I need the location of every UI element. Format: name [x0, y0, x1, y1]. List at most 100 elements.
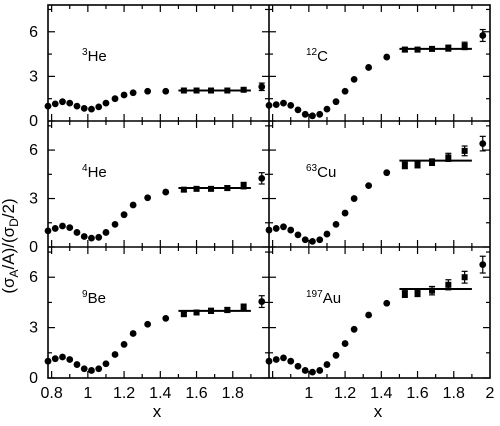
data-point	[144, 87, 152, 95]
y-tick-label: 0	[29, 239, 38, 256]
x-tick-label: 1.2	[334, 385, 356, 402]
data-marks	[44, 28, 487, 376]
data-point	[129, 89, 137, 97]
x-tick-label: 1.4	[149, 385, 171, 402]
data-point	[265, 101, 273, 109]
data-point	[316, 110, 324, 118]
data-point	[309, 368, 316, 376]
data-point	[301, 236, 309, 244]
data-point	[272, 356, 280, 363]
data-point	[111, 95, 119, 103]
mass-number: 197	[306, 289, 323, 300]
data-point	[102, 99, 110, 107]
mass-number: 3	[82, 47, 88, 58]
y-tick-label: 3	[29, 68, 38, 85]
data-point	[365, 182, 373, 190]
x-tick-label: 1.6	[185, 385, 207, 402]
data-point	[461, 147, 468, 154]
data-point	[193, 309, 200, 316]
element-symbol: Cu	[317, 164, 336, 181]
data-point	[414, 290, 421, 297]
data-point	[224, 306, 231, 313]
y-tick-label: 3	[29, 320, 38, 337]
data-point	[193, 185, 200, 192]
data-point	[208, 307, 215, 314]
data-point	[180, 186, 187, 193]
data-point	[445, 154, 452, 161]
data-point	[309, 112, 316, 120]
data-point	[316, 367, 324, 374]
data-point	[144, 320, 152, 328]
x-tick-label: 0.8	[40, 385, 62, 402]
data-point	[258, 83, 266, 91]
data-point	[129, 201, 137, 209]
data-point	[80, 365, 88, 373]
data-point	[66, 356, 74, 363]
panel-frames	[47, 4, 491, 379]
data-point	[224, 185, 231, 192]
data-point	[479, 32, 487, 39]
data-point	[258, 174, 266, 182]
element-symbol: Be	[88, 290, 106, 307]
panel-label-12C: 12C	[306, 47, 328, 65]
data-point	[180, 311, 187, 318]
element-symbol: He	[88, 48, 107, 65]
data-point	[332, 98, 340, 106]
data-point	[272, 101, 280, 109]
element-symbol: He	[88, 164, 107, 181]
data-point	[208, 185, 215, 192]
y-tick-label: 0	[29, 113, 38, 130]
data-point	[224, 87, 231, 94]
x-tick-label: 1.6	[406, 385, 428, 402]
data-point	[144, 194, 152, 202]
element-symbol: C	[317, 48, 328, 65]
mass-number: 63	[306, 163, 318, 174]
data-point	[287, 357, 295, 365]
data-point	[316, 236, 324, 244]
data-point	[240, 304, 247, 311]
data-point	[44, 102, 52, 110]
x-tick-label: 1.8	[222, 385, 244, 402]
data-point	[80, 104, 88, 112]
data-point	[479, 140, 487, 148]
data-point	[88, 367, 95, 374]
data-point	[429, 45, 436, 52]
data-point	[350, 325, 358, 333]
x-axis-label-left: x	[153, 402, 162, 421]
data-point	[59, 222, 66, 230]
y-tick-label: 3	[29, 191, 38, 208]
y-tick-label: 6	[29, 24, 38, 41]
mass-number: 12	[306, 47, 318, 58]
data-point	[111, 220, 119, 228]
data-point	[309, 237, 316, 245]
mass-number: 9	[82, 289, 88, 300]
data-point	[95, 365, 103, 373]
data-point	[88, 234, 95, 242]
data-point	[323, 361, 331, 368]
data-point	[265, 226, 273, 234]
x-tick-label: 1.8	[443, 385, 465, 402]
data-point	[341, 209, 349, 217]
x-tick-label: 1.4	[370, 385, 392, 402]
data-point	[294, 106, 302, 114]
y-tick-label: 6	[29, 142, 38, 159]
data-point	[401, 291, 408, 298]
data-point	[445, 281, 452, 288]
data-point	[280, 99, 287, 107]
data-point	[66, 224, 74, 232]
axis-ticks	[48, 5, 490, 379]
data-point	[162, 188, 170, 196]
data-point	[341, 87, 349, 95]
data-point	[258, 298, 266, 305]
x-tick-label: 2	[486, 385, 495, 402]
data-point	[51, 225, 59, 232]
data-point	[280, 354, 287, 362]
data-point	[111, 351, 119, 358]
data-point	[120, 341, 128, 348]
mass-number: 4	[82, 163, 88, 174]
data-point	[323, 230, 331, 238]
data-point	[350, 195, 358, 202]
data-point	[240, 182, 247, 189]
data-point	[350, 75, 358, 83]
